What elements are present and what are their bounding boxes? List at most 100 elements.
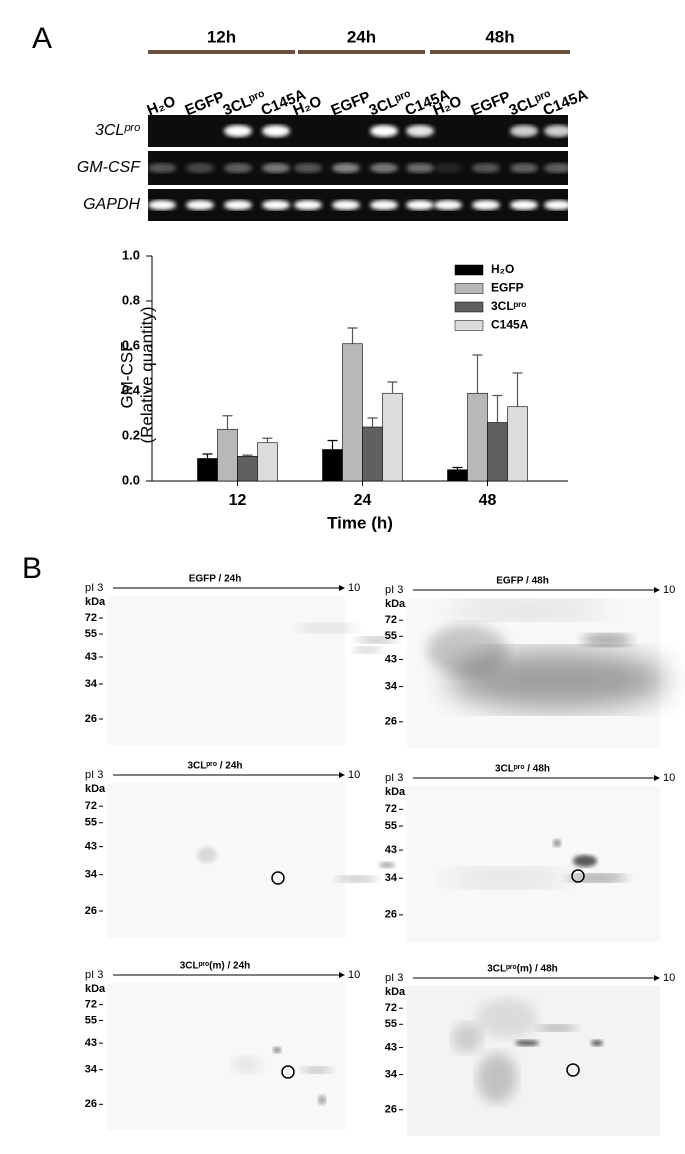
gel-band — [262, 125, 290, 137]
gel-title: 3CLᵖʳᵒ / 24h — [188, 761, 243, 772]
gel-panel: pI 3 10 3CLᵖʳᵒ(m) / 24h kDa 72 55 43 34 26 — [85, 961, 360, 1130]
gel-spot — [427, 625, 507, 675]
gel-band — [544, 125, 572, 137]
gel-panel: pI 3 10 3CLᵖʳᵒ(m) / 48h kDa 72 55 43 34 26 — [385, 964, 675, 1136]
pi-end: 10 — [348, 582, 360, 594]
gel-band — [148, 200, 176, 210]
mw-marker: 34 — [385, 872, 398, 884]
gel-panel: pI 3 10 EGFP / 48h kDa 72 55 43 34 26 — [385, 576, 675, 748]
gel-band — [370, 200, 398, 210]
legend-swatch — [454, 283, 484, 294]
mw-marker: 26 — [85, 713, 97, 725]
pi-start: pI 3 — [85, 769, 103, 781]
legend-swatch — [454, 264, 484, 276]
y-tick-label: 0.4 — [122, 382, 141, 397]
pi-start: pI 3 — [85, 969, 103, 981]
gel-spot — [197, 847, 217, 863]
gel-spot — [447, 868, 567, 888]
gel-band — [510, 163, 538, 173]
pi-end: 10 — [663, 972, 675, 984]
bar — [197, 458, 218, 482]
spot-circle — [571, 869, 585, 883]
mw-marker: 26 — [385, 716, 397, 728]
gel-band — [472, 200, 500, 210]
y-tick-label: 0.0 — [122, 472, 140, 487]
x-axis-label: Time (h) — [327, 513, 393, 532]
gel-spot — [273, 1047, 281, 1053]
x-tick-label: 12 — [229, 492, 247, 509]
gel-spot — [573, 855, 597, 867]
x-tick-label: 24 — [354, 492, 372, 509]
time-label: 12h — [207, 27, 236, 46]
y-tick-label: 0.8 — [122, 292, 140, 307]
error-bar — [242, 454, 253, 457]
mw-marker: 34 — [385, 1069, 398, 1081]
gel-band — [544, 200, 572, 210]
gel-band — [510, 200, 538, 210]
mw-marker: 72 — [385, 803, 397, 815]
gel-spot — [537, 1025, 577, 1031]
spot-circle — [281, 1065, 295, 1079]
unit-label: kDa — [385, 986, 406, 998]
mw-marker: 34 — [85, 678, 98, 690]
error-bar — [367, 417, 378, 427]
gel-band — [544, 163, 572, 173]
mw-marker: 26 — [85, 1098, 97, 1110]
gel-row — [148, 115, 568, 147]
legend-label: H₂O — [491, 262, 514, 276]
mw-marker: 55 — [85, 817, 97, 829]
unit-label: kDa — [85, 596, 106, 608]
gel-title: 3CLᵖʳᵒ(m) / 48h — [487, 964, 558, 975]
gel-band — [224, 125, 252, 137]
gel-panel: pI 3 10 3CLᵖʳᵒ / 48h kDa 72 55 43 34 26 — [385, 764, 675, 942]
gel-band — [186, 200, 214, 210]
error-bar — [262, 437, 273, 443]
gel-band — [294, 163, 322, 173]
gel-spot — [447, 600, 607, 620]
gel-spot — [477, 998, 537, 1038]
mw-marker: 26 — [385, 1104, 397, 1116]
gel-spot — [297, 623, 357, 633]
legend-swatch — [454, 320, 484, 331]
mw-marker: 34 — [85, 869, 98, 881]
mw-marker: 55 — [85, 628, 97, 640]
pi-end: 10 — [348, 969, 360, 981]
gel-spot — [379, 862, 395, 868]
spot-circle — [271, 871, 285, 885]
gel-band — [406, 125, 434, 137]
mw-marker: 72 — [85, 612, 97, 624]
row-label: GAPDH — [83, 196, 140, 213]
mw-marker: 55 — [85, 1014, 97, 1026]
y-tick-label: 0.6 — [122, 337, 140, 352]
unit-label: kDa — [385, 598, 406, 610]
panel-letter: B — [22, 552, 42, 585]
pi-start: pI 3 — [385, 584, 403, 596]
error-bar — [202, 453, 213, 459]
error-bar — [452, 466, 463, 470]
mw-marker: 72 — [85, 999, 97, 1011]
y-tick-label: 1.0 — [122, 247, 140, 262]
mw-marker: 34 — [385, 681, 398, 693]
x-tick-label: 48 — [479, 492, 497, 509]
legend-swatch — [454, 301, 484, 313]
mw-marker: 43 — [385, 1041, 397, 1053]
mw-marker: 43 — [85, 1037, 97, 1049]
bar — [487, 422, 508, 482]
mw-marker: 55 — [385, 820, 397, 832]
gel-band — [370, 125, 398, 137]
gel-image — [107, 983, 345, 1130]
gel-spot — [353, 647, 381, 653]
error-bar — [327, 439, 338, 450]
gel-image — [107, 783, 345, 938]
legend-label: EGFP — [491, 281, 524, 295]
pi-end: 10 — [663, 772, 675, 784]
y-tick-label: 0.2 — [122, 427, 140, 442]
pi-start: pI 3 — [385, 772, 403, 784]
gel-spot — [447, 650, 667, 710]
gel-title: EGFP / 24h — [189, 574, 242, 585]
gel-band — [186, 163, 214, 173]
gel-band — [262, 200, 290, 210]
gel-band — [472, 163, 500, 173]
bar — [447, 469, 468, 482]
